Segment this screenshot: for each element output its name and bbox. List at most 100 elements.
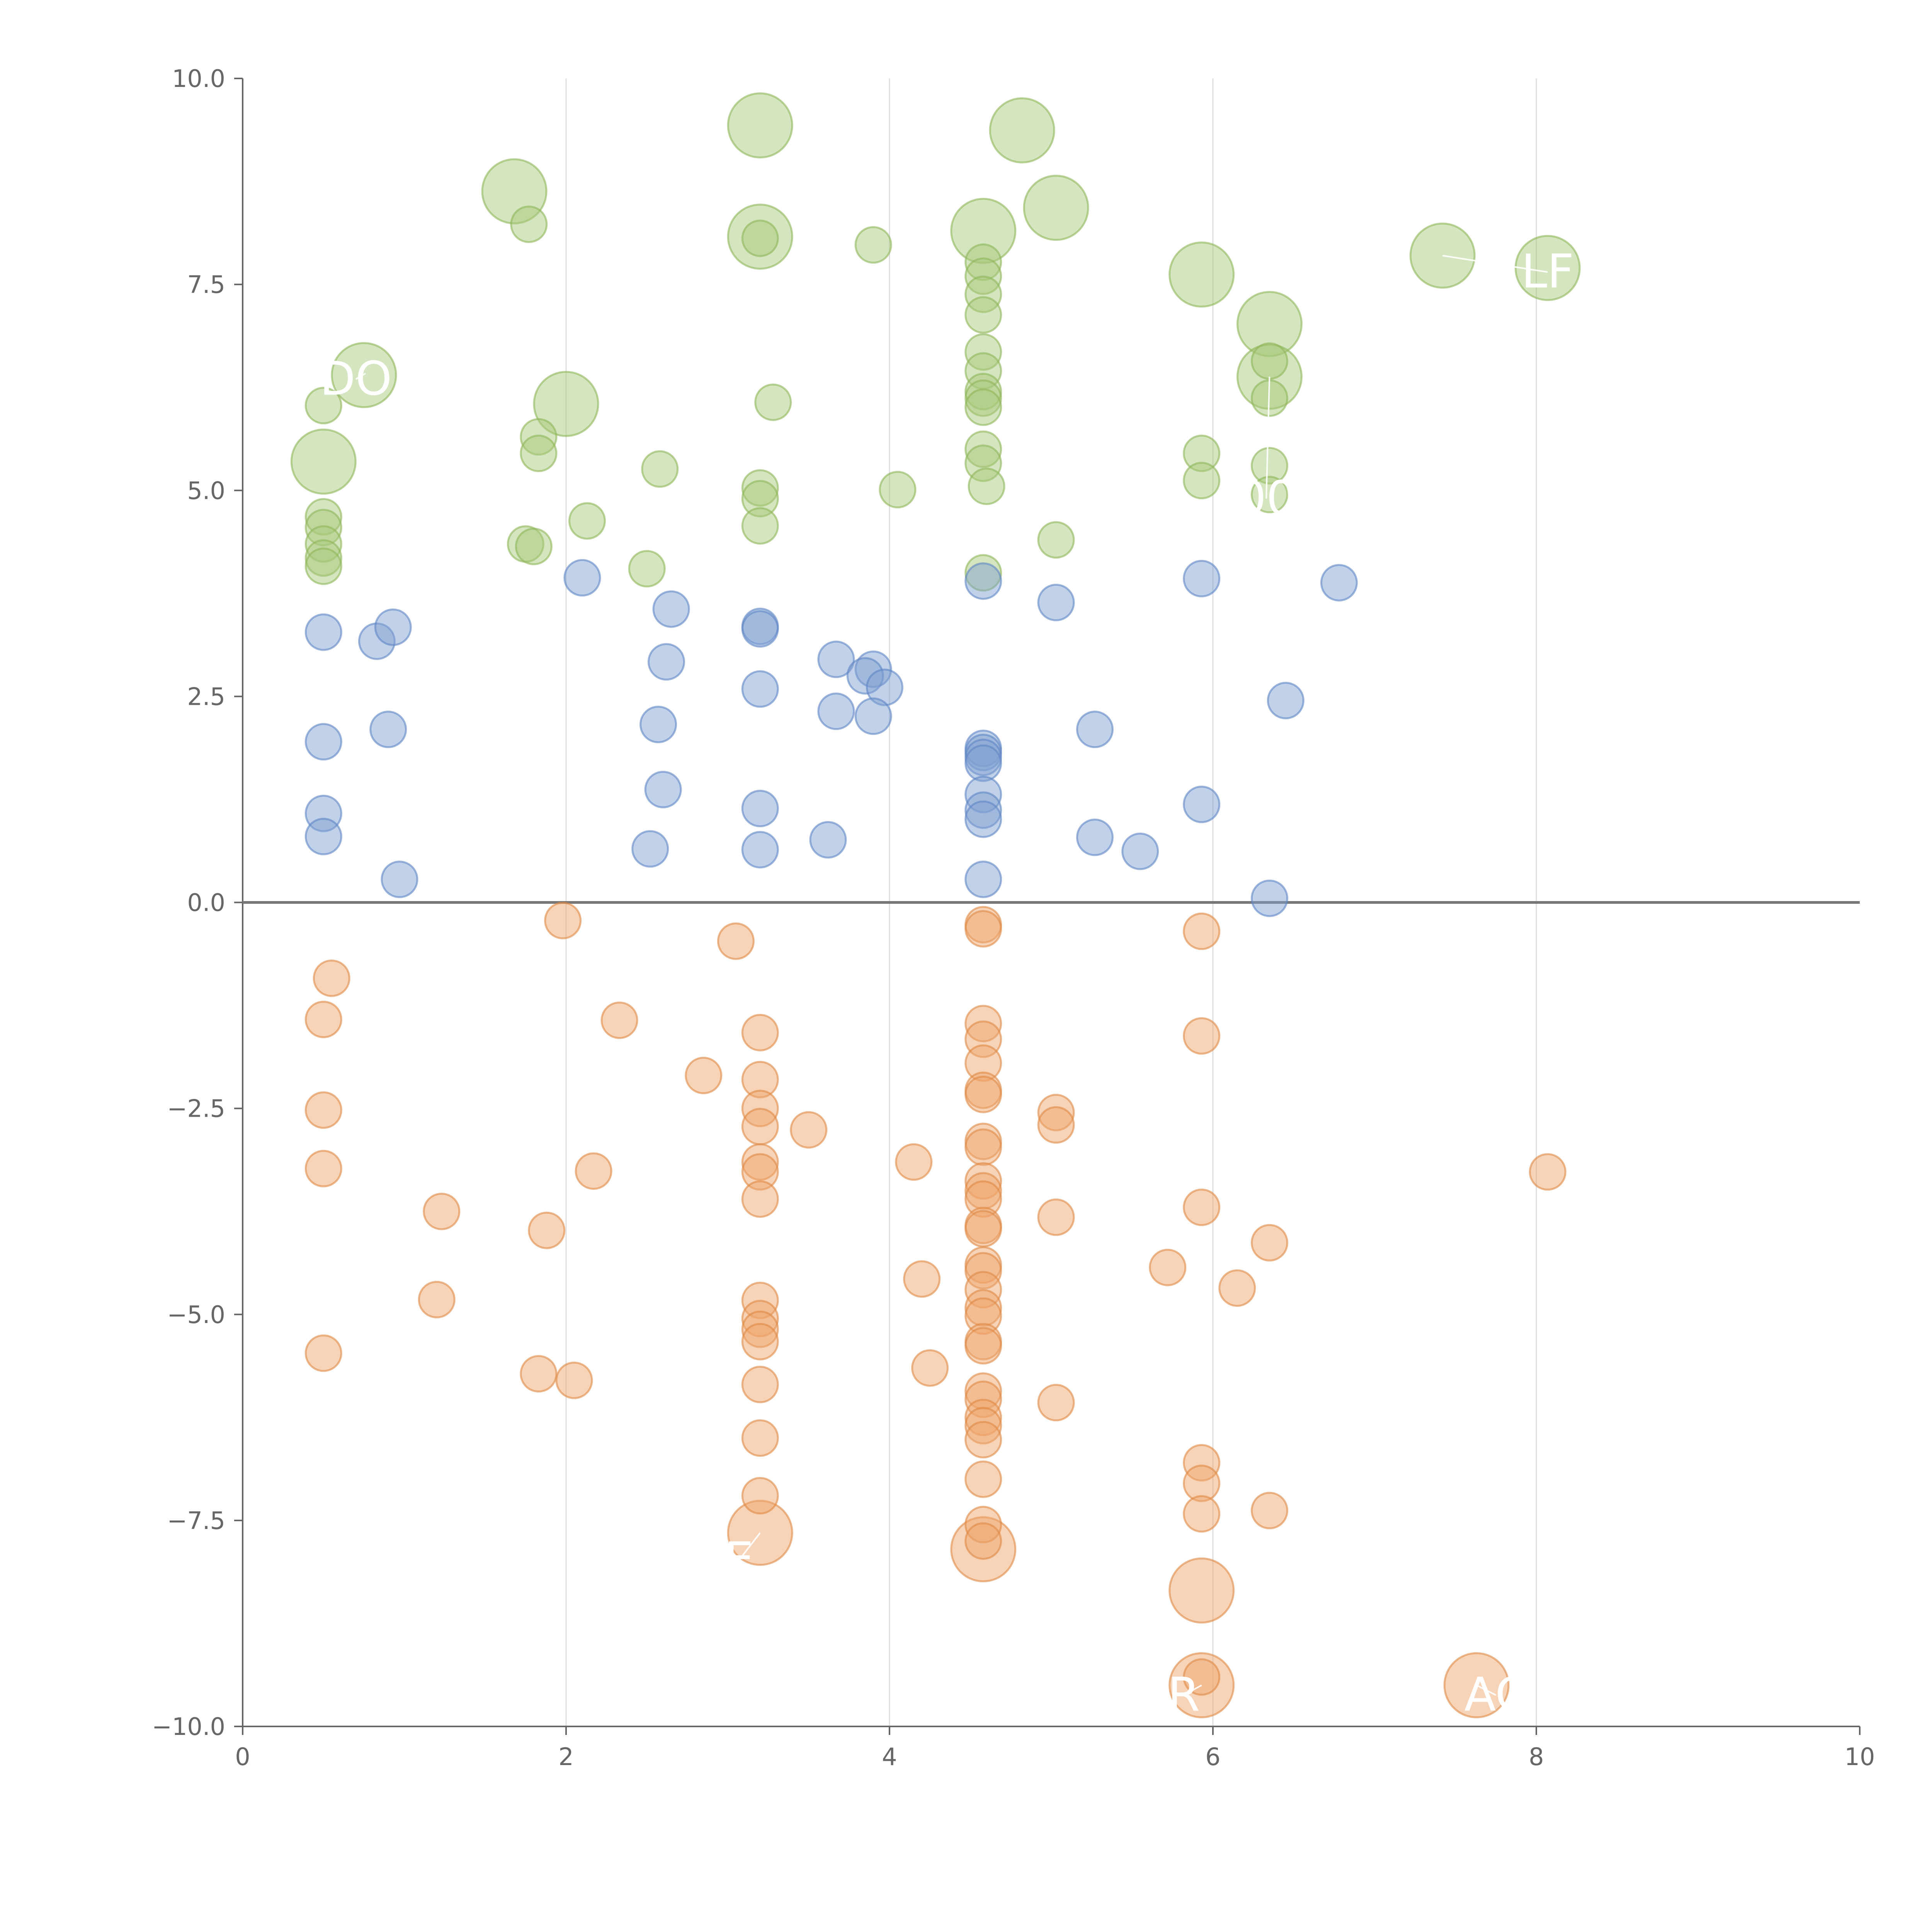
data-point-orange xyxy=(964,1522,1002,1560)
data-point-blue xyxy=(964,744,1002,782)
x-tick-label: 0 xyxy=(235,1743,250,1771)
data-point-green xyxy=(641,450,679,488)
data-point-blue xyxy=(854,697,892,735)
data-point-blue xyxy=(741,670,779,708)
data-point-green xyxy=(964,430,1002,468)
data-point-blue xyxy=(964,861,1002,898)
data-point-green xyxy=(628,550,666,588)
data-point-orange xyxy=(1218,1269,1256,1307)
data-point-orange xyxy=(1250,1224,1288,1262)
data-point-blue xyxy=(817,640,855,678)
y-tick-label: −10.0 xyxy=(152,1713,225,1741)
data-point-orange xyxy=(313,959,350,997)
data-point-orange xyxy=(741,1180,779,1218)
data-point-blue xyxy=(381,861,418,898)
data-point-green xyxy=(968,468,1005,505)
data-point-orange xyxy=(964,1128,1002,1166)
data-point-orange xyxy=(964,1407,1002,1445)
data-point-orange xyxy=(1183,1444,1221,1482)
data-point-green xyxy=(304,547,342,585)
annotation-leader xyxy=(738,1532,761,1561)
data-point-orange xyxy=(964,1180,1002,1218)
data-point-orange xyxy=(964,1289,1002,1327)
data-point-orange xyxy=(964,1506,1002,1544)
data-point-blue xyxy=(652,590,690,628)
data-point-blue xyxy=(846,657,884,695)
data-point-green xyxy=(304,539,342,577)
data-point-blue xyxy=(644,770,682,808)
data-point-green xyxy=(290,429,357,495)
data-point-orange xyxy=(964,1005,1002,1043)
data-point-blue xyxy=(809,821,847,859)
y-tick-label: 2.5 xyxy=(187,682,225,711)
data-point-green xyxy=(304,509,342,546)
x-tick-label: 10 xyxy=(1845,1743,1875,1771)
data-point-orange xyxy=(741,1366,779,1403)
data-point-orange xyxy=(717,922,755,960)
data-point-green xyxy=(1250,342,1288,380)
data-point-orange xyxy=(304,1000,342,1038)
data-point-orange xyxy=(741,1143,779,1181)
data-point-green xyxy=(727,92,793,159)
data-point-blue xyxy=(1320,564,1358,602)
data-point-orange xyxy=(964,1075,1002,1113)
data-point-orange xyxy=(418,1281,456,1318)
data-point-orange xyxy=(1183,1464,1221,1502)
data-point-green xyxy=(1250,476,1288,514)
x-tick-label: 2 xyxy=(558,1743,573,1771)
point-label: 00 xyxy=(1237,472,1296,526)
data-point-orange xyxy=(1183,1658,1221,1696)
data-point-orange xyxy=(1183,1189,1221,1226)
data-point-blue xyxy=(631,830,669,868)
data-point-blue xyxy=(563,559,601,597)
data-point-blue xyxy=(369,711,407,748)
data-point-blue xyxy=(741,610,779,648)
data-point-orange xyxy=(964,1327,1002,1365)
data-point-orange xyxy=(895,1143,933,1181)
data-point-orange xyxy=(1149,1248,1187,1286)
y-tick-label: −7.5 xyxy=(167,1507,225,1535)
data-point-orange xyxy=(964,1252,1002,1290)
data-point-blue xyxy=(304,818,342,855)
y-tick-label: −5.0 xyxy=(167,1301,225,1329)
data-point-orange xyxy=(741,1153,779,1191)
annotation-leader xyxy=(1442,255,1548,273)
data-point-green xyxy=(1023,175,1089,241)
data-point-orange xyxy=(1037,1106,1075,1144)
data-point-orange xyxy=(790,1111,828,1149)
data-point-orange xyxy=(741,1323,779,1361)
data-point-green xyxy=(1168,242,1235,308)
data-point-blue xyxy=(639,706,677,743)
x-tick-label: 6 xyxy=(1205,1743,1220,1771)
data-point-green xyxy=(304,498,342,536)
data-point-orange xyxy=(1529,1153,1566,1191)
y-tick-label: 0.0 xyxy=(187,889,225,917)
axis-layer: 0 2 4 6 8 10 −10.0 −7.5 −5.0 −2.5 0.0 2.5 5.0 7.5 10.0 xyxy=(152,65,1875,1771)
point-label: AC xyxy=(1464,1668,1527,1722)
data-point-green xyxy=(727,203,793,270)
data-point-blue xyxy=(866,668,903,706)
annotation-leader xyxy=(1476,1684,1497,1696)
data-point-orange xyxy=(520,1355,558,1393)
data-point-green xyxy=(533,371,599,437)
x-tick-label: 4 xyxy=(882,1743,897,1771)
data-point-orange xyxy=(1168,1557,1235,1624)
data-point-blue xyxy=(374,608,412,646)
annotation-layer: DO LF 00 R AC E xyxy=(320,245,1574,1722)
data-point-blue xyxy=(1076,711,1114,748)
data-point-orange xyxy=(964,1044,1002,1082)
data-point-blue xyxy=(964,791,1002,829)
data-point-orange xyxy=(964,1297,1002,1335)
point-label: LF xyxy=(1521,245,1574,299)
data-point-green xyxy=(741,469,779,507)
data-point-blue xyxy=(1121,832,1159,870)
data-point-green xyxy=(964,276,1002,313)
data-point-green xyxy=(964,243,1002,281)
data-point-orange xyxy=(911,1349,949,1387)
data-point-green xyxy=(1183,434,1221,472)
data-point-blue xyxy=(1076,818,1114,856)
data-point-green xyxy=(964,388,1002,426)
data-point-green xyxy=(1514,235,1581,301)
data-point-green xyxy=(520,434,558,472)
